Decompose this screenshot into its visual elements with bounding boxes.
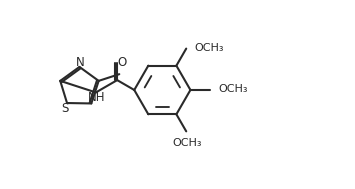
Text: O: O [117,56,126,69]
Text: OCH₃: OCH₃ [219,84,248,94]
Text: NH: NH [88,91,105,104]
Text: OCH₃: OCH₃ [195,43,224,53]
Text: OCH₃: OCH₃ [173,138,202,148]
Text: N: N [76,56,85,69]
Text: S: S [61,102,69,115]
